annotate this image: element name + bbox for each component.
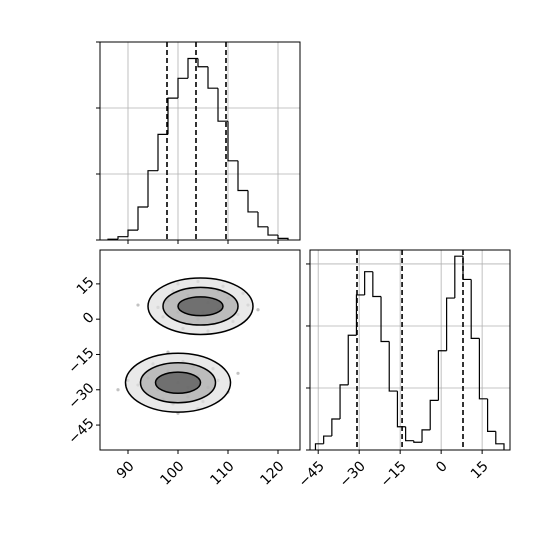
y-tick-label: 15 xyxy=(74,274,98,298)
histogram-step xyxy=(267,226,278,236)
histogram-step xyxy=(157,133,168,171)
histogram-step xyxy=(331,418,341,437)
histogram-step xyxy=(421,429,431,443)
histogram-step xyxy=(314,443,324,450)
histogram-step xyxy=(207,66,218,89)
x-tick-label: 100 xyxy=(157,458,187,488)
histogram-step xyxy=(227,121,238,162)
histogram-step xyxy=(257,211,268,228)
histogram-step xyxy=(478,338,488,400)
histogram-step xyxy=(437,350,447,401)
histogram-step xyxy=(237,160,248,192)
scatter-point xyxy=(236,371,240,375)
x-tick-label: 110 xyxy=(207,458,237,488)
x-tick-label: −30 xyxy=(337,458,369,490)
density-contour xyxy=(177,296,224,317)
histogram-step xyxy=(277,235,289,240)
scatter-point xyxy=(166,350,170,354)
histogram-step xyxy=(372,271,382,298)
histogram-step xyxy=(413,440,423,443)
density-contour xyxy=(154,371,202,395)
histogram-step xyxy=(495,431,505,450)
histogram-step xyxy=(137,206,148,231)
histogram-step xyxy=(247,190,258,213)
histogram-step xyxy=(323,435,332,444)
scatter-point xyxy=(136,303,140,307)
histogram-step xyxy=(347,334,357,385)
histogram-step xyxy=(187,57,198,79)
y-tick-label: 0 xyxy=(80,310,98,328)
x-tick-label: 15 xyxy=(468,458,492,482)
histogram-step xyxy=(396,391,406,428)
y-tick-label: −15 xyxy=(65,345,97,377)
histogram-step xyxy=(217,88,228,122)
histogram-step xyxy=(388,341,398,392)
y-tick-label: −30 xyxy=(65,380,97,412)
histogram-step xyxy=(197,58,208,68)
histogram-step xyxy=(380,296,390,343)
histogram-step xyxy=(429,399,439,430)
histogram-step xyxy=(167,97,178,135)
histogram-step xyxy=(470,279,480,339)
histogram-step xyxy=(454,255,464,299)
histogram-step xyxy=(486,398,496,432)
x-tick-label: 90 xyxy=(114,458,138,482)
scatter-point xyxy=(116,388,120,392)
histogram-step xyxy=(177,77,188,99)
histogram-step xyxy=(339,384,349,419)
histogram-step xyxy=(462,256,472,281)
histogram-step xyxy=(117,236,128,240)
axes-frame xyxy=(99,41,301,241)
x-tick-label: −15 xyxy=(378,458,410,490)
histogram-step xyxy=(147,170,158,207)
axes-frame xyxy=(309,249,511,451)
axes-frame xyxy=(99,249,301,451)
x-tick-label: 120 xyxy=(257,458,287,488)
y-tick-label: −45 xyxy=(65,415,97,447)
histogram-step xyxy=(364,271,373,295)
histogram-step xyxy=(127,229,138,237)
histogram-step xyxy=(405,426,414,442)
scatter-point xyxy=(256,308,260,312)
histogram-step xyxy=(446,297,455,351)
x-tick-label: 0 xyxy=(433,458,451,476)
x-tick-label: −45 xyxy=(296,458,328,490)
